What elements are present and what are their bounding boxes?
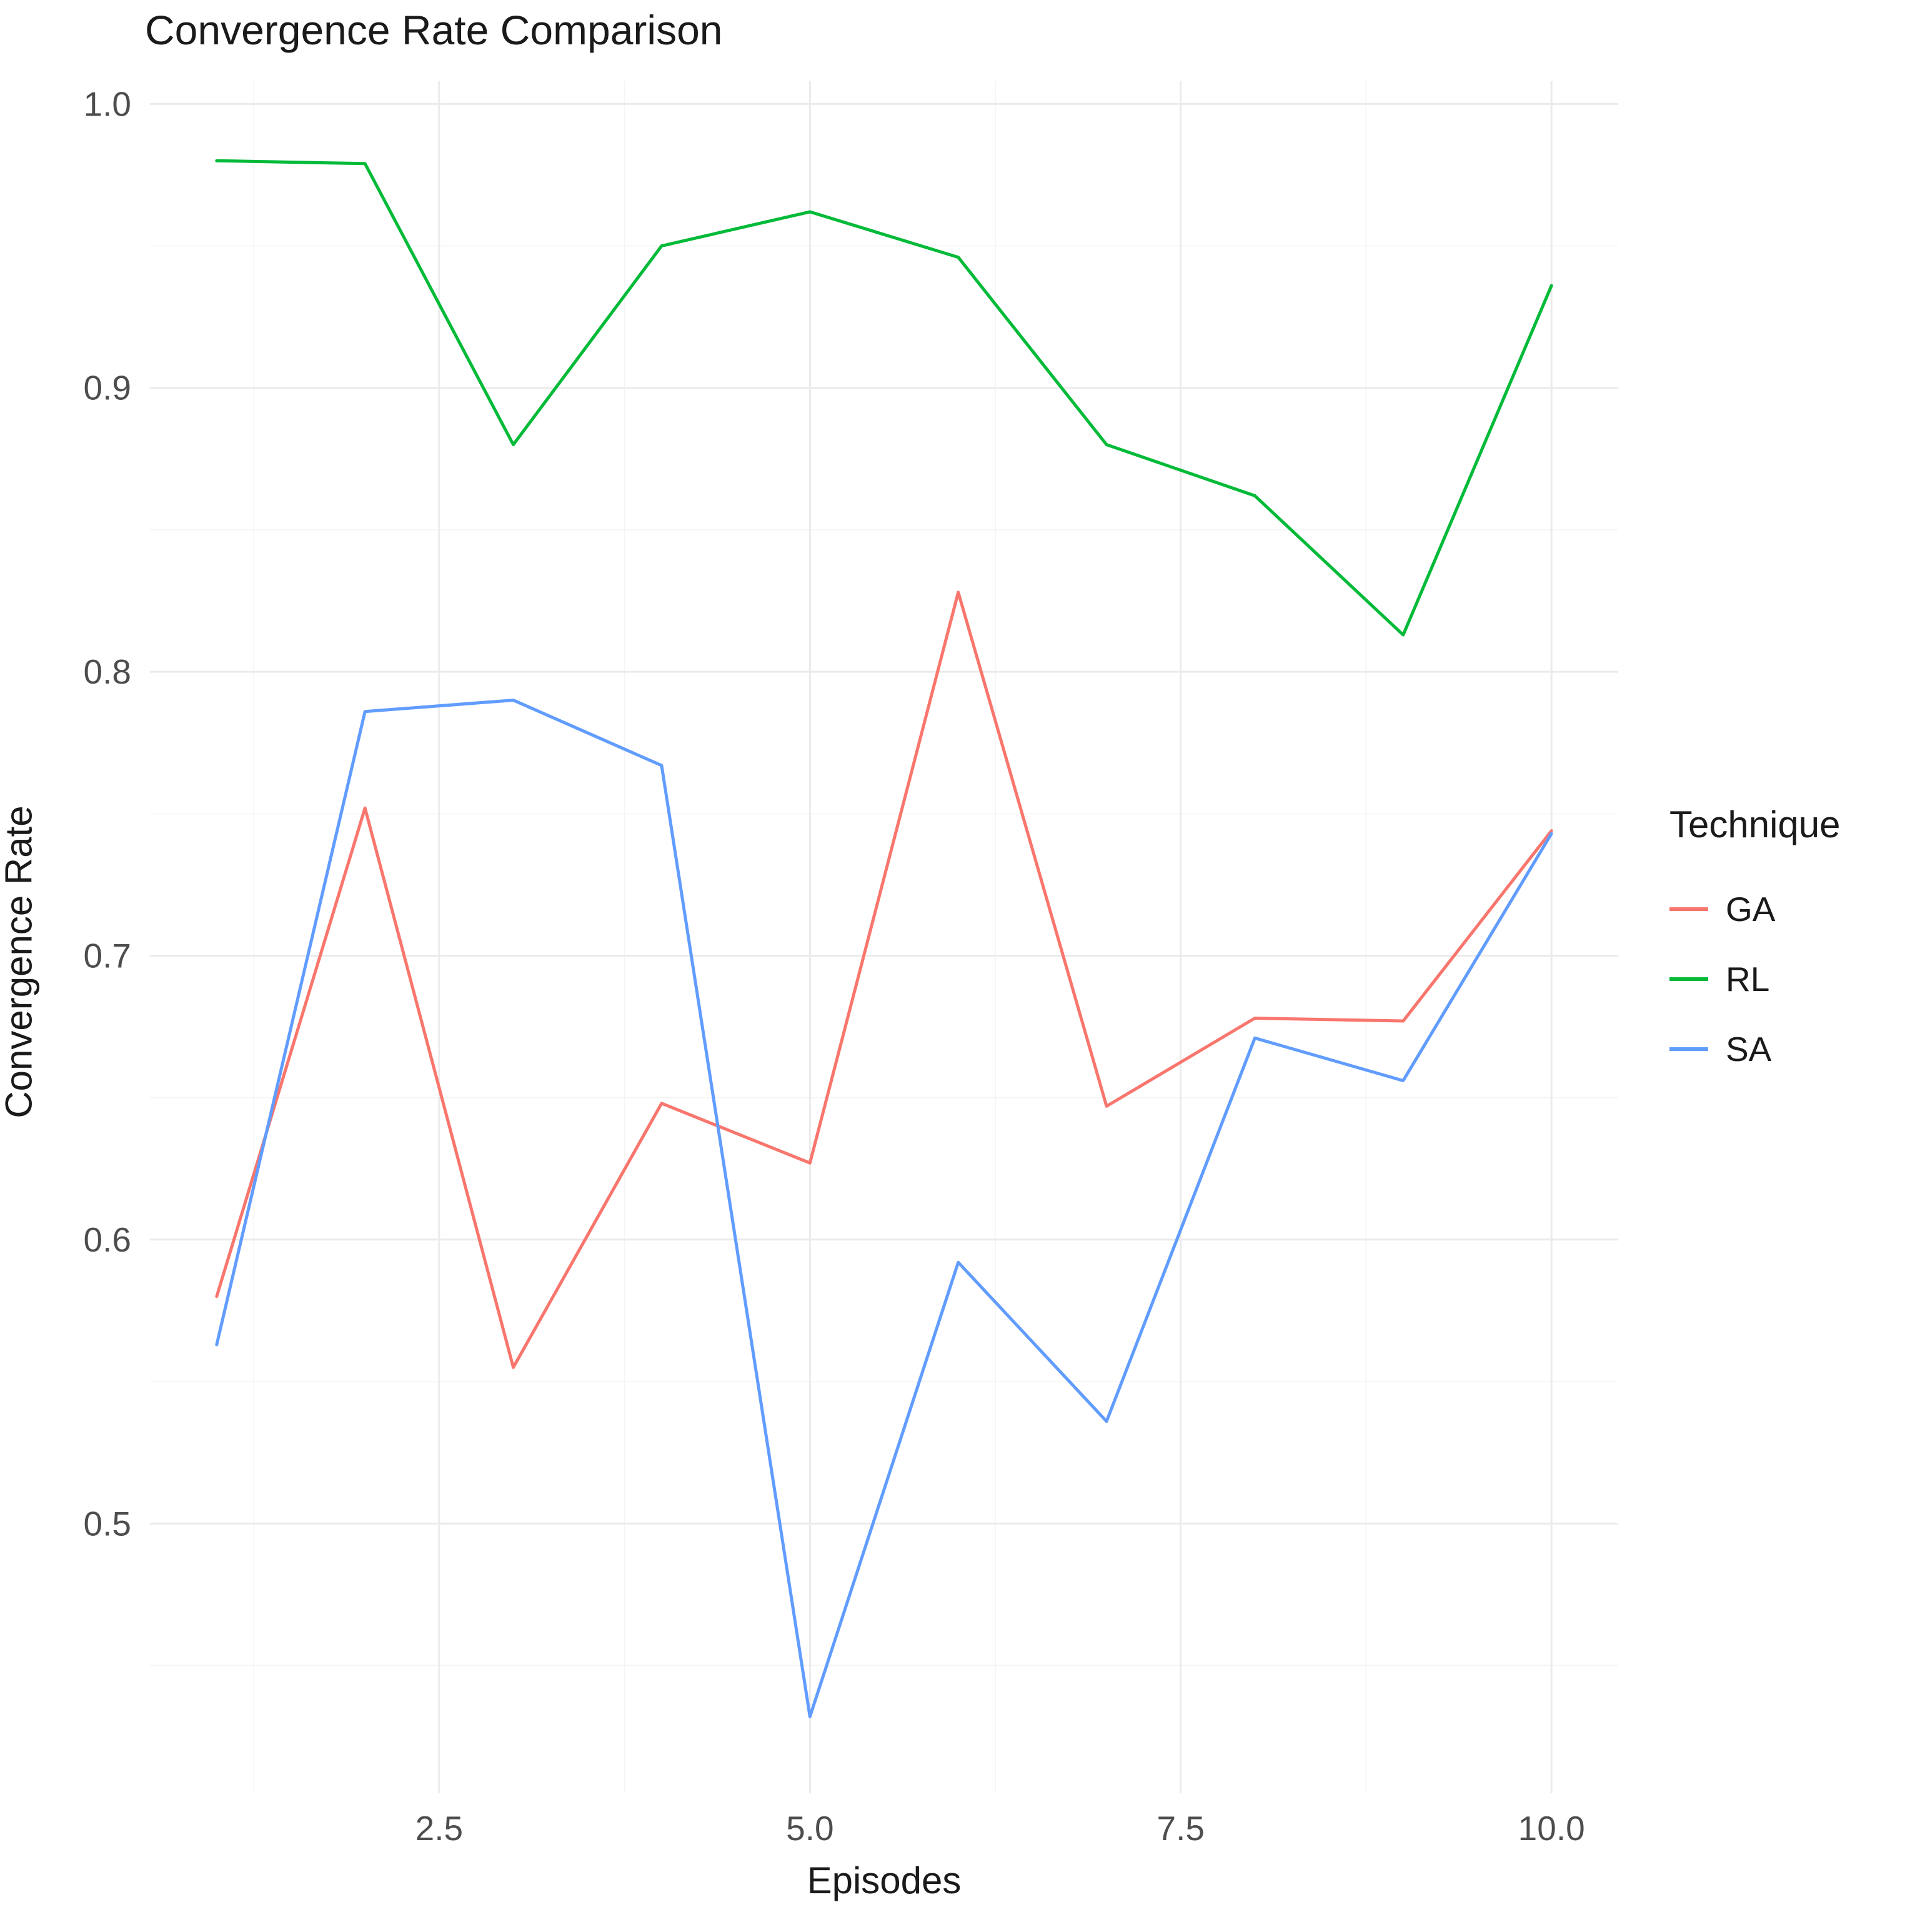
y-tick-label: 0.9 bbox=[84, 369, 131, 407]
y-axis-title: Convergence Rate bbox=[0, 805, 40, 1118]
legend-line-swatch-ga bbox=[1669, 907, 1708, 911]
legend-label-sa: SA bbox=[1726, 1030, 1772, 1068]
y-tick-label: 0.5 bbox=[84, 1504, 131, 1543]
legend-label-ga: GA bbox=[1726, 890, 1776, 929]
y-tick-label: 0.6 bbox=[84, 1220, 131, 1259]
x-tick-label: 10.0 bbox=[1518, 1809, 1585, 1848]
legend-line-swatch-rl bbox=[1669, 977, 1708, 981]
series-line-rl bbox=[215, 159, 1553, 637]
panel-background bbox=[150, 81, 1618, 1793]
legend-item-ga: GA bbox=[1669, 874, 1841, 944]
x-tick-label: 2.5 bbox=[415, 1809, 463, 1848]
legend-title: Technique bbox=[1669, 804, 1841, 845]
chart-title: Convergence Rate Comparison bbox=[145, 7, 723, 53]
x-tick-label: 5.0 bbox=[786, 1809, 833, 1848]
legend-label-rl: RL bbox=[1726, 960, 1770, 998]
x-axis-title: Episodes bbox=[807, 1860, 962, 1901]
y-tick-label: 1.0 bbox=[84, 84, 131, 123]
y-tick-label: 0.7 bbox=[84, 937, 131, 975]
legend: Technique GA RL SA bbox=[1669, 803, 1841, 1084]
x-tick-label: 7.5 bbox=[1157, 1809, 1205, 1848]
series-line-sa bbox=[215, 699, 1553, 1718]
legend-item-sa: SA bbox=[1669, 1014, 1841, 1084]
legend-item-rl: RL bbox=[1669, 944, 1841, 1014]
series-line-ga bbox=[215, 590, 1553, 1369]
legend-line-swatch-sa bbox=[1669, 1047, 1708, 1051]
y-tick-label: 0.8 bbox=[84, 652, 131, 691]
